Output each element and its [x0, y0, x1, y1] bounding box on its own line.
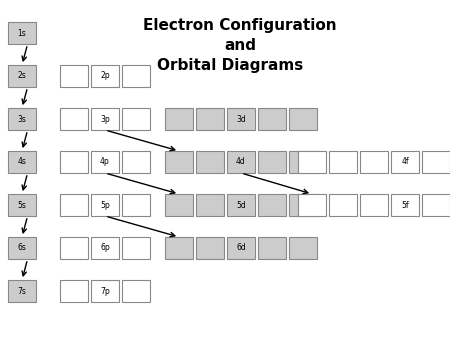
Bar — [298, 194, 326, 216]
Bar — [60, 65, 88, 87]
Bar — [258, 194, 286, 216]
Bar — [258, 237, 286, 259]
Bar — [8, 237, 36, 259]
Bar — [360, 194, 388, 216]
Bar — [60, 194, 88, 216]
Text: 7s: 7s — [18, 287, 27, 295]
Text: Orbital Diagrams: Orbital Diagrams — [157, 58, 303, 73]
Bar — [91, 280, 119, 302]
Bar — [91, 108, 119, 130]
Text: 2p: 2p — [100, 72, 110, 80]
Text: 6p: 6p — [100, 243, 110, 252]
Text: 4f: 4f — [401, 158, 409, 167]
Text: 4p: 4p — [100, 158, 110, 167]
Bar — [60, 280, 88, 302]
Bar — [289, 151, 317, 173]
Bar — [165, 108, 193, 130]
Text: 5d: 5d — [236, 200, 246, 210]
Bar — [91, 194, 119, 216]
Bar — [8, 194, 36, 216]
Bar — [8, 65, 36, 87]
Bar — [60, 151, 88, 173]
Bar — [227, 237, 255, 259]
Text: 2s: 2s — [18, 72, 27, 80]
Bar — [122, 151, 150, 173]
Bar — [329, 194, 357, 216]
Bar — [289, 194, 317, 216]
Bar — [227, 151, 255, 173]
Text: 4d: 4d — [236, 158, 246, 167]
Bar — [91, 151, 119, 173]
Bar — [391, 194, 419, 216]
Bar — [8, 22, 36, 44]
Bar — [196, 151, 224, 173]
Text: and: and — [224, 38, 256, 53]
Bar — [289, 237, 317, 259]
Bar — [122, 280, 150, 302]
Text: 5f: 5f — [401, 200, 409, 210]
Bar — [122, 108, 150, 130]
Text: 6d: 6d — [236, 243, 246, 252]
Bar — [422, 194, 450, 216]
Bar — [258, 151, 286, 173]
Text: Electron Configuration: Electron Configuration — [143, 18, 337, 33]
Bar — [227, 194, 255, 216]
Bar — [227, 108, 255, 130]
Bar — [196, 237, 224, 259]
Bar — [91, 237, 119, 259]
Bar — [165, 151, 193, 173]
Text: 1s: 1s — [18, 28, 27, 38]
Bar — [165, 237, 193, 259]
Bar — [391, 151, 419, 173]
Bar — [422, 151, 450, 173]
Text: 6s: 6s — [18, 243, 27, 252]
Bar — [60, 108, 88, 130]
Bar — [60, 237, 88, 259]
Bar — [122, 237, 150, 259]
Bar — [91, 65, 119, 87]
Bar — [8, 151, 36, 173]
Bar — [360, 151, 388, 173]
Bar — [298, 151, 326, 173]
Text: 4s: 4s — [18, 158, 27, 167]
Bar — [122, 194, 150, 216]
Bar — [8, 108, 36, 130]
Bar — [329, 151, 357, 173]
Text: 5p: 5p — [100, 200, 110, 210]
Bar — [196, 108, 224, 130]
Text: 3d: 3d — [236, 115, 246, 123]
Text: 3p: 3p — [100, 115, 110, 123]
Bar — [258, 108, 286, 130]
Text: 7p: 7p — [100, 287, 110, 295]
Bar — [122, 65, 150, 87]
Bar — [165, 194, 193, 216]
Text: 5s: 5s — [18, 200, 27, 210]
Bar — [196, 194, 224, 216]
Bar — [289, 108, 317, 130]
Bar — [8, 280, 36, 302]
Text: 3s: 3s — [18, 115, 27, 123]
